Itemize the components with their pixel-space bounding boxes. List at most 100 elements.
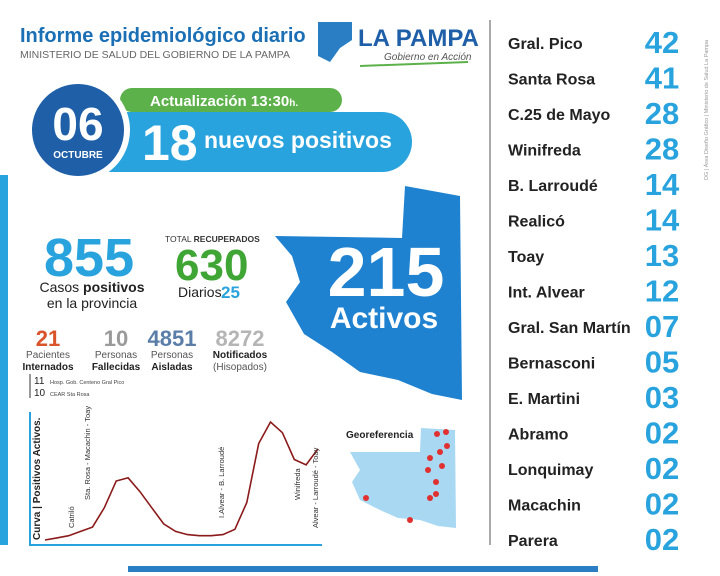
recovered-label-pre: TOTAL — [165, 234, 192, 244]
date-circle — [32, 84, 124, 176]
cases-value: 855 — [44, 228, 134, 288]
hospital-label: Hosp. Gob. Centeno Gral Pico — [50, 380, 124, 386]
locality-name: Macachin — [508, 498, 581, 515]
dot — [444, 443, 450, 449]
locality-count: 13 — [645, 238, 679, 273]
stat-line2: Aisladas — [151, 362, 193, 373]
bottom-bar — [128, 566, 598, 572]
stat-line1: Personas — [151, 350, 193, 361]
locality-name: Gral. San Martín — [508, 320, 631, 337]
locality-count: 07 — [645, 309, 679, 344]
curve-annotation: I.Alvear - B. Larroudé — [217, 447, 226, 518]
locality-count: 28 — [645, 96, 679, 131]
locality-count: 42 — [645, 25, 679, 60]
hospital-value: 11 — [34, 376, 45, 387]
date-month: OCTUBRE — [53, 150, 103, 161]
title: Informe epidemiológico diario — [20, 25, 306, 47]
dot — [439, 463, 445, 469]
locality-count: 02 — [645, 451, 679, 486]
stat-line2: (Hisopados) — [213, 362, 267, 373]
curve: Catriló Sta. Rosa - Macachin - Toay I.Alve… — [44, 406, 320, 541]
locality-name: Toay — [508, 249, 544, 266]
dot — [363, 495, 369, 501]
locality-count: 14 — [645, 167, 680, 202]
dot — [407, 517, 413, 523]
dot — [427, 455, 433, 461]
update-suffix: h. — [289, 98, 298, 109]
province-map — [275, 186, 462, 400]
localities: Gral. Pico 42 Santa Rosa 41 C.25 de Mayo 28 Wi… — [508, 25, 680, 557]
cases-label-bold: positivos — [83, 279, 145, 295]
locality-count: 12 — [645, 274, 679, 309]
locality-name: Winifreda — [508, 143, 581, 160]
stat-value: 10 — [104, 326, 128, 351]
stat-line1: Personas — [95, 350, 137, 361]
logo-swoosh — [359, 61, 469, 67]
logo: LA PAMPA — [358, 25, 479, 52]
hospital-label: CEAR Sta Rosa — [50, 392, 90, 398]
georef-map — [350, 428, 456, 528]
locality-name: Int. Alvear — [508, 285, 585, 302]
georef-title: Georeferencia — [346, 430, 414, 441]
credit: DG | Área Diseño Gráfico | Ministerio de… — [703, 39, 710, 180]
curve-frame — [29, 412, 322, 546]
stat-value: 4851 — [148, 326, 197, 351]
active-value: 215 — [328, 233, 445, 311]
locality-name: C.25 de Mayo — [508, 107, 610, 124]
stat-line2: Internados — [22, 362, 74, 373]
logo-icon — [318, 22, 352, 62]
curve-annotation: Alvear - Larroudé - Toay — [311, 447, 320, 528]
locality-count: 14 — [645, 203, 680, 238]
dot — [425, 467, 431, 473]
stats: 21PacientesInternados10PersonasFallecida… — [22, 326, 267, 373]
active-label: Activos — [330, 302, 438, 335]
dot — [437, 449, 443, 455]
recovered-label: TOTAL RECUPERADOS — [165, 234, 260, 244]
dot — [443, 429, 449, 435]
locality-name: Abramo — [508, 427, 569, 444]
locality-name: B. Larroudé — [508, 178, 598, 195]
new-cases-pill — [80, 112, 412, 172]
locality-count: 02 — [645, 416, 679, 451]
stat-value: 8272 — [216, 326, 265, 351]
cases-label-2: en la provincia — [47, 295, 137, 311]
recovered-daily-value: 25 — [221, 283, 240, 302]
dot — [433, 479, 439, 485]
hospitals: 11 Hosp. Gob. Centeno Gral Pico 10 CEAR Sta… — [34, 376, 124, 399]
curve-annotation: Catriló — [67, 506, 76, 528]
cases-label-pre: Casos — [39, 279, 79, 295]
locality-count: 02 — [645, 522, 679, 557]
logo-tagline: Gobierno en Acción — [384, 52, 472, 63]
update-bar — [120, 88, 342, 112]
stat-line2: Fallecidas — [92, 362, 141, 373]
new-cases-value: 18 — [142, 115, 198, 171]
stat-line1: Notificados — [213, 350, 268, 361]
recovered-daily-label: Diarios — [178, 284, 222, 300]
left-stripe — [0, 175, 8, 545]
curve-title: Curva | Positivos Activos. — [32, 417, 43, 540]
hospital-value: 10 — [34, 388, 46, 399]
locality-name: Lonquimay — [508, 462, 593, 479]
curve-annotation: Winifreda — [293, 467, 302, 500]
stat-line1: Pacientes — [26, 350, 70, 361]
locality-name: Santa Rosa — [508, 72, 595, 89]
cases-label: Casos positivos — [39, 279, 144, 295]
date-day: 06 — [52, 98, 103, 150]
dot — [434, 431, 440, 437]
georef-dots — [363, 429, 450, 523]
stat-value: 21 — [36, 326, 60, 351]
locality-count: 05 — [645, 345, 679, 380]
recovered-label-bold: RECUPERADOS — [194, 234, 260, 244]
locality-name: Gral. Pico — [508, 36, 583, 53]
locality-count: 28 — [645, 132, 679, 167]
new-cases-label: nuevos positivos — [204, 127, 392, 153]
locality-name: Realicó — [508, 214, 565, 231]
locality-name: E. Martini — [508, 391, 580, 408]
curve-annotation: Sta. Rosa - Macachin - Toay — [83, 406, 92, 500]
update-label: Actualización 13:30 — [150, 93, 289, 110]
update-time: Actualización 13:30h. — [150, 93, 298, 110]
locality-name: Bernasconi — [508, 356, 595, 373]
locality-count: 03 — [645, 380, 679, 415]
dot — [433, 491, 439, 497]
